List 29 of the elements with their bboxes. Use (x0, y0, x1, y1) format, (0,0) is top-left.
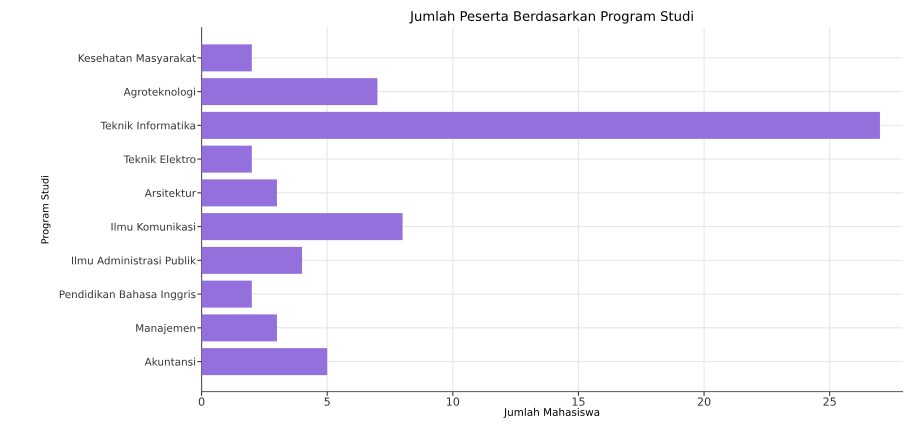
x-tick-label: 10 (446, 397, 460, 406)
bar (202, 44, 252, 72)
bar (202, 146, 252, 173)
bar (202, 348, 328, 376)
y-tick-label: Akuntansi (144, 358, 196, 366)
y-tick-label: Pendidikan Bahasa Inggris (60, 290, 196, 300)
bar (202, 78, 378, 106)
y-tick-label: Arsitektur (144, 188, 196, 197)
chart-title: Jumlah Peserta Berdasarkan Program Studi (409, 10, 693, 24)
y-tick-label: Kesehatan Masyarakat (78, 54, 196, 64)
y-tick-label: Teknik Informatika (100, 121, 196, 130)
bar (202, 314, 277, 342)
x-tick-label: 25 (823, 397, 836, 406)
x-tick-label: 20 (698, 397, 710, 406)
y-tick-label: Agroteknologi (124, 88, 196, 98)
y-tick-label: Teknik Elektro (124, 155, 196, 164)
bar (202, 246, 302, 274)
y-tick-label: Ilmu Administrasi Publik (72, 256, 196, 264)
x-tick-label: 15 (572, 398, 585, 406)
x-tick-label: 5 (324, 398, 330, 406)
bar (202, 213, 403, 240)
bar (202, 112, 880, 139)
bar (202, 179, 277, 206)
y-tick-label: Ilmu Komunikasi (112, 222, 196, 231)
y-tick-label: Manajemen (136, 324, 196, 334)
x-tick-label: 0 (198, 397, 204, 406)
bar (202, 280, 252, 308)
y-axis-title: Program Studi (41, 176, 50, 244)
x-axis-title: Jumlah Mahasiswa (504, 408, 600, 418)
